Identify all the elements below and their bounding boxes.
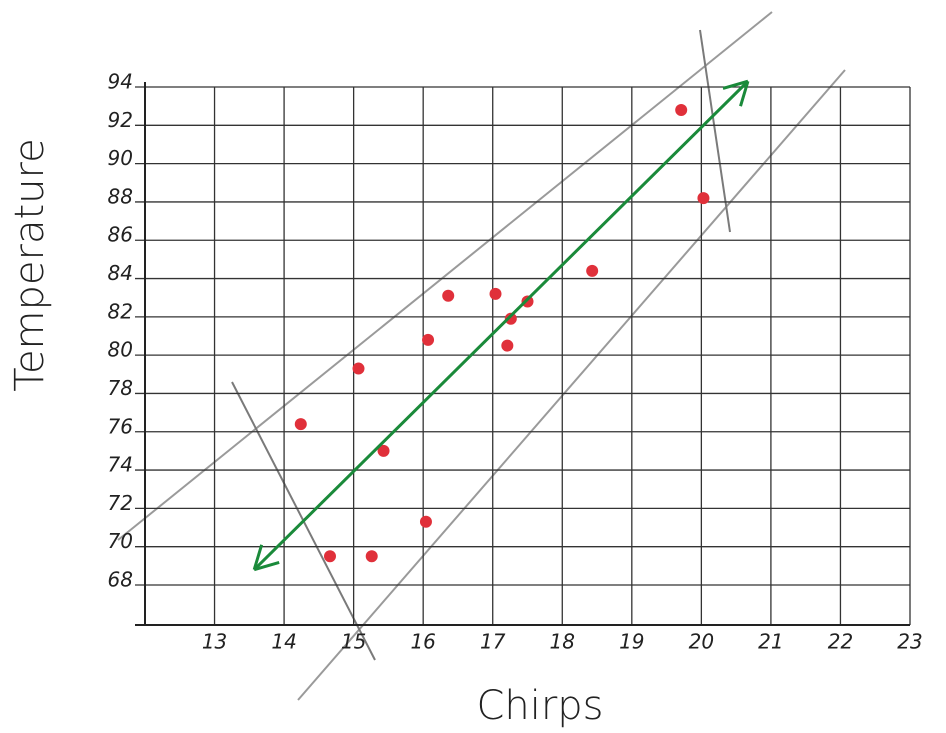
x-tick-label: 21 (758, 630, 783, 654)
x-tick-label: 16 (410, 630, 435, 654)
point (675, 103, 688, 116)
point (323, 550, 336, 563)
point (501, 339, 514, 352)
x-tick-label: 20 (689, 630, 714, 654)
y-tick-label: 80 (108, 338, 133, 362)
y-tick-label: 82 (108, 299, 133, 323)
boundary-line (699, 29, 731, 233)
x-tick-label: 22 (828, 630, 853, 654)
point (377, 444, 390, 457)
boundary-line (297, 69, 846, 701)
y-tick-label: 70 (108, 529, 133, 553)
x-tick-label: 13 (202, 630, 227, 654)
y-tick-label: 74 (108, 453, 133, 477)
point (294, 418, 307, 431)
x-tick-label: 15 (341, 630, 366, 654)
x-tick-label: 14 (271, 630, 296, 654)
x-tick-label: 23 (897, 630, 922, 654)
y-tick-label: 86 (108, 223, 133, 247)
point (586, 264, 599, 277)
y-tick-label: 76 (108, 414, 133, 438)
point (489, 287, 502, 300)
point (442, 289, 455, 302)
x-axis-title: Chirps (476, 683, 603, 729)
y-tick-label: 90 (108, 146, 133, 170)
x-tick-label: 18 (550, 630, 575, 654)
y-tick-label: 94 (108, 70, 133, 94)
point (422, 333, 435, 346)
x-tick-label: 19 (619, 630, 644, 654)
y-tick-label: 88 (108, 184, 133, 208)
point (365, 550, 378, 563)
y-tick-label: 68 (108, 568, 133, 592)
boundary-line (117, 11, 773, 541)
arrow-head (722, 79, 750, 107)
arrow-head (252, 544, 280, 572)
y-tick-label: 78 (108, 376, 133, 400)
y-tick-label: 84 (108, 261, 133, 285)
point (504, 312, 517, 325)
y-tick-label: 92 (108, 108, 133, 132)
point (419, 515, 432, 528)
y-axis-title: Temperature (7, 138, 53, 391)
point (521, 295, 534, 308)
x-tick-label: 17 (480, 630, 506, 654)
point (352, 362, 365, 375)
trend-line (253, 80, 750, 571)
y-tick-label: 72 (108, 491, 133, 515)
point (697, 192, 710, 205)
